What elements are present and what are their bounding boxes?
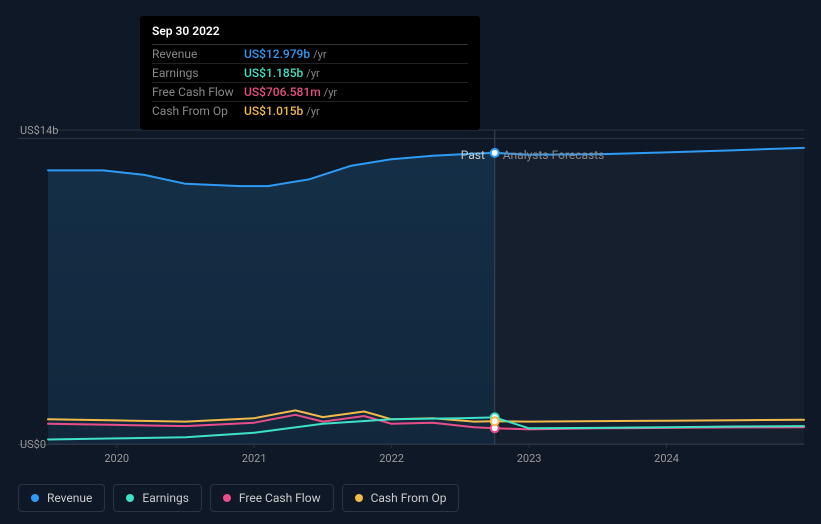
tooltip-row-label: Cash From Op [152, 104, 244, 118]
tooltip-row-label: Earnings [152, 66, 244, 80]
tooltip-date: Sep 30 2022 [152, 24, 468, 45]
financial-chart: US$0 US$14b 2020 2021 2022 2023 2024 Past Analys… [0, 0, 821, 524]
legend-dot-icon [31, 494, 39, 502]
legend-dot-icon [126, 494, 134, 502]
past-label: Past [461, 148, 485, 162]
legend-item-label: Earnings [142, 491, 189, 505]
legend-item-revenue[interactable]: Revenue [18, 484, 105, 512]
x-axis-label: 2022 [372, 452, 412, 465]
legend-item-label: Revenue [47, 491, 92, 505]
y-axis-label: US$0 [20, 438, 60, 451]
x-axis-label: 2020 [97, 452, 137, 465]
legend-item-fcf[interactable]: Free Cash Flow [210, 484, 334, 512]
y-axis-label: US$14b [20, 124, 60, 137]
tooltip-row-value: US$1.015b [244, 104, 303, 118]
tooltip-row-value: US$1.185b [244, 66, 303, 80]
chart-legend: Revenue Earnings Free Cash Flow Cash Fro… [18, 484, 459, 512]
legend-item-label: Cash From Op [371, 491, 447, 505]
legend-item-earnings[interactable]: Earnings [113, 484, 202, 512]
tooltip-row-label: Free Cash Flow [152, 85, 244, 99]
x-axis-label: 2023 [509, 452, 549, 465]
chart-tooltip: Sep 30 2022 Revenue US$12.979b /yr Earni… [140, 16, 480, 130]
tooltip-row-suffix: /yr [324, 86, 337, 99]
tooltip-row: Free Cash Flow US$706.581m /yr [152, 83, 468, 102]
legend-dot-icon [223, 494, 231, 502]
forecast-label: Analysts Forecasts [503, 148, 605, 162]
tooltip-row: Earnings US$1.185b /yr [152, 64, 468, 83]
tooltip-row-value: US$706.581m [244, 85, 321, 99]
legend-dot-icon [355, 494, 363, 502]
x-axis-label: 2021 [234, 452, 274, 465]
tooltip-row-suffix: /yr [313, 48, 326, 61]
tooltip-row-suffix: /yr [306, 105, 319, 118]
tooltip-row-value: US$12.979b [244, 47, 310, 61]
tooltip-row-label: Revenue [152, 47, 244, 61]
tooltip-row: Revenue US$12.979b /yr [152, 45, 468, 64]
tooltip-row-suffix: /yr [306, 67, 319, 80]
legend-item-cfo[interactable]: Cash From Op [342, 484, 460, 512]
x-axis-label: 2024 [647, 452, 687, 465]
legend-item-label: Free Cash Flow [239, 491, 321, 505]
tooltip-row: Cash From Op US$1.015b /yr [152, 102, 468, 120]
